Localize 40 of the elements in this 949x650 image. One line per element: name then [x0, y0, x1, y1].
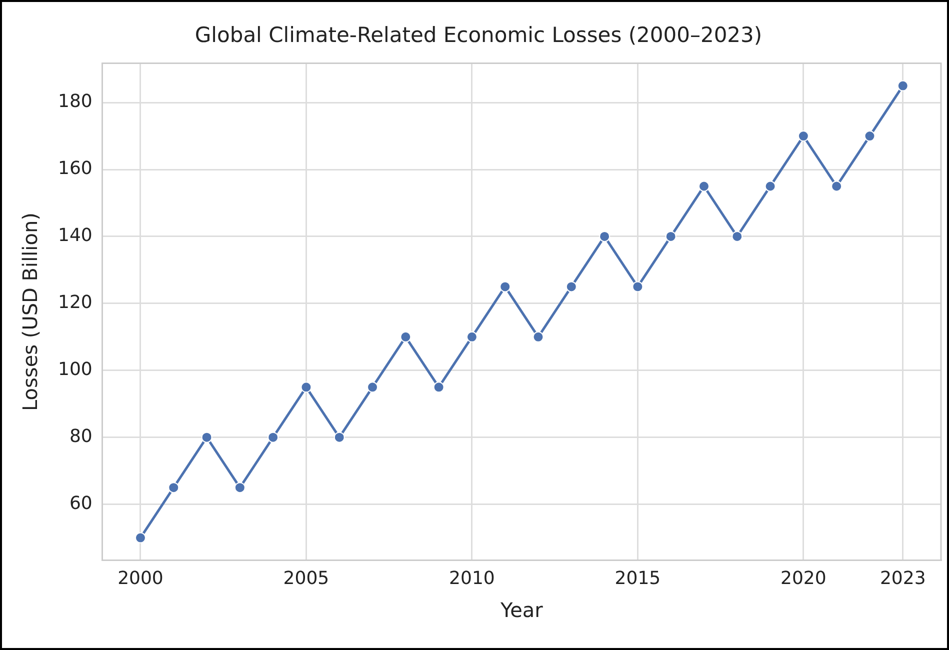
point [632, 281, 644, 292]
point [334, 432, 345, 443]
x-tick-label: 2023 [880, 568, 926, 589]
x-tick-label: 2015 [614, 568, 661, 589]
point [732, 230, 743, 242]
point [500, 281, 511, 292]
point [400, 331, 412, 342]
point [566, 281, 577, 292]
y-tick-label: 160 [58, 158, 92, 180]
point [798, 130, 809, 142]
y-tick-label: 120 [58, 292, 92, 314]
point [864, 130, 876, 142]
point [599, 230, 610, 242]
point [433, 382, 444, 393]
point [665, 230, 676, 242]
point [532, 331, 544, 342]
point [764, 180, 776, 192]
point [234, 482, 246, 494]
point [268, 432, 279, 443]
x-tick-label: 2005 [283, 568, 330, 589]
point [168, 482, 180, 494]
point [134, 532, 146, 544]
point [466, 331, 478, 342]
point [897, 80, 908, 92]
chart-title: Global Climate-Related Economic Losses (2000–2023) [194, 23, 762, 48]
point [698, 180, 710, 192]
x-tick-label: 2010 [449, 568, 495, 589]
y-tick-label: 100 [58, 359, 92, 380]
point [300, 382, 312, 393]
point [831, 180, 842, 192]
y-tick-label: 140 [58, 225, 92, 246]
y-tick-label: 80 [69, 426, 92, 448]
x-tick-label: 2020 [780, 568, 826, 589]
point [367, 382, 378, 393]
y-tick-label: 60 [69, 492, 92, 514]
point [201, 432, 212, 443]
x-axis-title: Year [500, 598, 544, 622]
x-tick-label: 2000 [118, 568, 164, 589]
y-axis-title: Losses (USD Billion) [18, 212, 42, 412]
y-tick-label: 180 [58, 91, 92, 112]
